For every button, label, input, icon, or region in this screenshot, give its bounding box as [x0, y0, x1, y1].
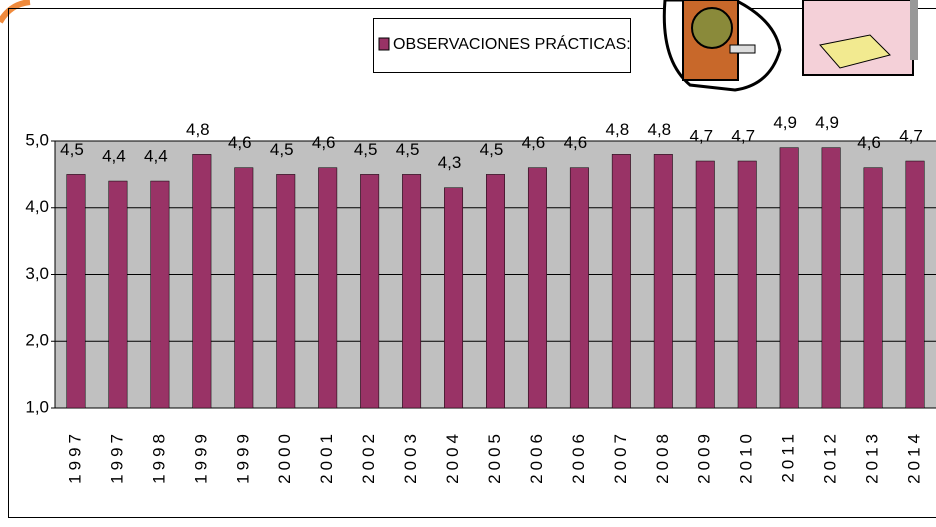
x-tick-label: 2007 — [611, 430, 630, 484]
x-tick-label: 1998 — [149, 430, 168, 484]
y-tick-label: 3,0 — [25, 264, 49, 283]
x-tick-label: 2011 — [779, 430, 798, 483]
x-tick-label: 2006 — [527, 430, 546, 484]
bar — [66, 174, 86, 409]
value-label: 4,6 — [522, 133, 546, 152]
value-label: 4,5 — [396, 140, 420, 159]
value-label: 4,8 — [606, 120, 630, 139]
value-label: 4,5 — [270, 140, 294, 159]
x-tick-label: 2014 — [905, 430, 924, 484]
decoration — [0, 0, 31, 24]
bar — [569, 167, 589, 409]
value-label: 4,3 — [438, 153, 462, 172]
x-tick-label: 2012 — [821, 430, 840, 484]
bar — [863, 167, 883, 409]
value-label: 4,5 — [354, 140, 378, 159]
bar — [192, 154, 212, 409]
bar — [779, 147, 799, 409]
bar — [653, 154, 673, 409]
x-tick-label: 2008 — [653, 430, 672, 484]
value-label: 4,7 — [689, 127, 713, 146]
y-tick-label: 5,0 — [25, 130, 49, 149]
bar — [150, 180, 170, 409]
x-tick-label: 1997 — [65, 430, 84, 484]
value-label: 4,6 — [312, 133, 336, 152]
y-tick-label: 2,0 — [25, 331, 49, 350]
x-tick-label: 1997 — [107, 430, 126, 484]
y-tick-label: 4,0 — [25, 197, 49, 216]
x-tick-label: 2005 — [485, 430, 504, 484]
bar — [276, 174, 296, 409]
value-label: 4,6 — [564, 133, 588, 152]
x-tick-label: 2004 — [443, 430, 462, 484]
value-label: 4,6 — [857, 133, 881, 152]
bar — [527, 167, 547, 409]
x-tick-label: 2003 — [401, 430, 420, 484]
legend-label: OBSERVACIONES PRÁCTICAS: — [393, 34, 631, 53]
value-label: 4,4 — [144, 147, 168, 166]
value-label: 4,8 — [186, 120, 210, 139]
x-tick-label: 1999 — [233, 430, 252, 484]
value-label: 4,8 — [647, 120, 671, 139]
x-tick-label: 2002 — [359, 430, 378, 484]
bar — [234, 167, 254, 409]
value-label: 4,9 — [773, 113, 797, 132]
x-tick-label: 1999 — [191, 430, 210, 484]
value-label: 4,9 — [815, 113, 839, 132]
clipart — [662, 0, 918, 92]
x-tick-label: 2010 — [737, 430, 756, 484]
value-label: 4,7 — [899, 127, 923, 146]
legend-swatch — [378, 37, 390, 51]
bar — [486, 174, 505, 409]
value-label: 4,5 — [480, 140, 504, 159]
value-label: 4,6 — [228, 133, 252, 152]
legend — [373, 18, 631, 73]
bar — [737, 160, 757, 409]
x-tick-label: 2006 — [569, 430, 588, 484]
bar — [821, 147, 841, 409]
x-tick-label: 2000 — [275, 430, 294, 484]
value-label: 4,4 — [102, 147, 126, 166]
bar — [108, 180, 128, 409]
bar — [695, 160, 715, 409]
y-tick-label: 1,0 — [25, 397, 49, 416]
bar — [611, 154, 631, 409]
bar — [444, 187, 464, 409]
chart-frame — [8, 8, 936, 518]
x-tick-label: 2009 — [695, 430, 714, 484]
value-label: 4,5 — [60, 140, 84, 159]
value-label: 4,7 — [731, 127, 755, 146]
bar — [905, 160, 925, 409]
bar — [318, 167, 338, 409]
bar — [402, 174, 422, 409]
bar — [360, 174, 380, 409]
x-tick-label: 2013 — [863, 430, 882, 484]
x-tick-label: 2001 — [317, 430, 336, 484]
